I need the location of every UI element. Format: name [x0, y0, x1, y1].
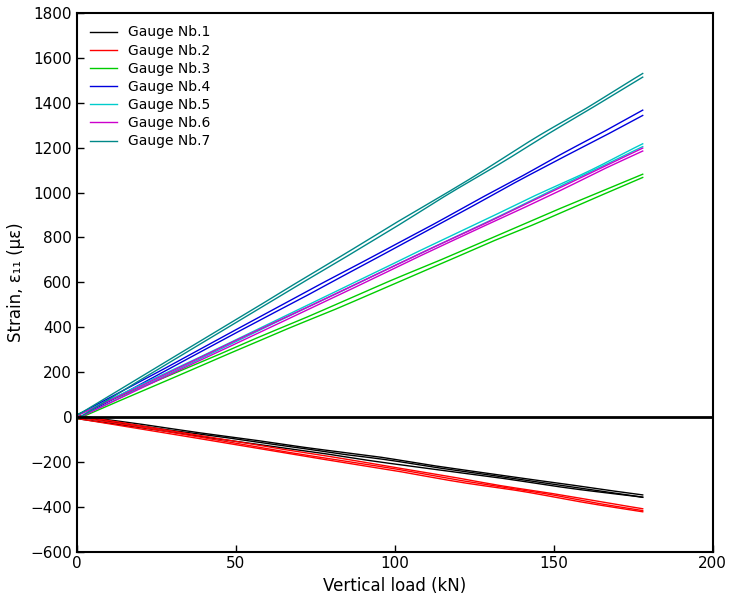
Gauge Nb.7: [107, 394, 116, 402]
Gauge Nb.6: [610, 161, 619, 168]
Gauge Nb.5: [223, 342, 232, 349]
Gauge Nb.2: [610, 504, 619, 511]
Gauge Nb.5: [95, 404, 104, 411]
Gauge Nb.1: [73, 415, 81, 422]
Gauge Nb.2: [639, 508, 647, 515]
Gauge Nb.1: [639, 494, 647, 501]
Gauge Nb.3: [223, 350, 232, 358]
Line: Gauge Nb.7: Gauge Nb.7: [77, 77, 643, 419]
Gauge Nb.6: [107, 399, 116, 406]
Line: Gauge Nb.5: Gauge Nb.5: [77, 147, 643, 418]
Gauge Nb.1: [95, 418, 104, 426]
Line: Gauge Nb.3: Gauge Nb.3: [77, 178, 643, 419]
Gauge Nb.3: [95, 406, 104, 413]
Gauge Nb.3: [610, 186, 619, 193]
X-axis label: Vertical load (kN): Vertical load (kN): [323, 577, 467, 595]
Line: Gauge Nb.6: Gauge Nb.6: [77, 151, 643, 418]
Line: Gauge Nb.2: Gauge Nb.2: [77, 418, 643, 512]
Gauge Nb.5: [590, 166, 599, 173]
Gauge Nb.2: [223, 439, 232, 447]
Gauge Nb.1: [223, 436, 232, 444]
Gauge Nb.6: [73, 415, 81, 422]
Y-axis label: Strain, ε₁₁ (με): Strain, ε₁₁ (με): [7, 223, 25, 342]
Gauge Nb.4: [610, 127, 619, 134]
Gauge Nb.7: [73, 415, 81, 423]
Gauge Nb.3: [107, 401, 116, 408]
Gauge Nb.5: [639, 143, 647, 150]
Gauge Nb.4: [73, 415, 81, 422]
Gauge Nb.4: [639, 112, 647, 119]
Gauge Nb.2: [590, 501, 599, 508]
Gauge Nb.3: [639, 174, 647, 181]
Gauge Nb.3: [73, 415, 81, 423]
Line: Gauge Nb.1: Gauge Nb.1: [77, 418, 643, 497]
Gauge Nb.6: [223, 344, 232, 351]
Gauge Nb.2: [95, 418, 104, 426]
Gauge Nb.5: [178, 364, 186, 371]
Gauge Nb.4: [95, 403, 104, 410]
Gauge Nb.4: [223, 334, 232, 341]
Gauge Nb.1: [590, 488, 599, 495]
Gauge Nb.2: [178, 432, 186, 439]
Gauge Nb.3: [590, 194, 599, 202]
Gauge Nb.7: [223, 324, 232, 331]
Gauge Nb.4: [590, 138, 599, 145]
Gauge Nb.2: [73, 415, 81, 422]
Gauge Nb.6: [178, 365, 186, 372]
Gauge Nb.1: [107, 420, 116, 427]
Gauge Nb.2: [107, 420, 116, 427]
Gauge Nb.7: [590, 103, 599, 110]
Line: Gauge Nb.4: Gauge Nb.4: [77, 116, 643, 418]
Gauge Nb.6: [590, 170, 599, 177]
Gauge Nb.4: [107, 397, 116, 404]
Gauge Nb.1: [178, 430, 186, 437]
Gauge Nb.6: [95, 404, 104, 411]
Gauge Nb.1: [610, 490, 619, 497]
Gauge Nb.7: [639, 73, 647, 81]
Gauge Nb.7: [178, 351, 186, 358]
Gauge Nb.3: [178, 370, 186, 377]
Gauge Nb.5: [610, 157, 619, 164]
Gauge Nb.5: [73, 415, 81, 422]
Gauge Nb.7: [610, 91, 619, 98]
Gauge Nb.7: [95, 402, 104, 409]
Gauge Nb.4: [178, 358, 186, 365]
Legend: Gauge Nb.1, Gauge Nb.2, Gauge Nb.3, Gauge Nb.4, Gauge Nb.5, Gauge Nb.6, Gauge Nb: Gauge Nb.1, Gauge Nb.2, Gauge Nb.3, Gaug…: [84, 20, 217, 154]
Gauge Nb.5: [107, 399, 116, 406]
Gauge Nb.6: [639, 147, 647, 155]
